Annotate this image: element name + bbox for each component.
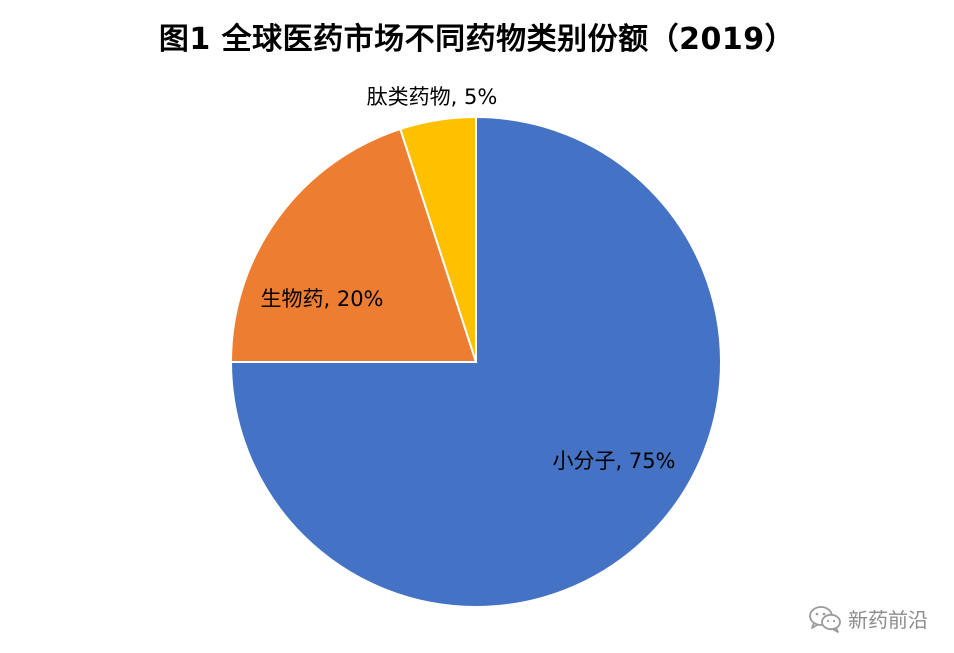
pie-slice-label-1: 小分子, 75% [552,449,675,473]
pie-slices [229,115,722,608]
pie-slice-1 [229,115,722,608]
watermark-text: 新药前沿 [848,608,928,632]
watermark: 新药前沿 [808,604,928,633]
pie-labels: 小分子, 75% 生物药, 20% 肽类药物, 5% [260,85,675,473]
pie-slice-label-3: 肽类药物, 5% [367,85,498,109]
pie-slice-3 [399,115,477,363]
chart-title: 图1 全球医药市场不同药物类别份额（2019） [158,22,796,57]
pie-slice-label-2: 生物药, 20% [260,287,383,311]
wechat-icon [809,605,841,633]
pie-slice-2 [229,127,478,363]
